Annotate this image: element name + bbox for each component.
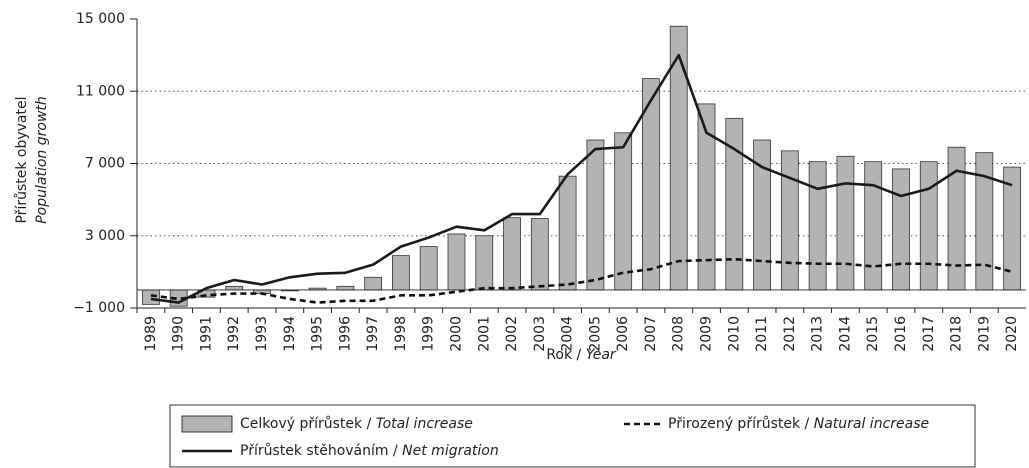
x-tick-label: 2015 — [865, 316, 881, 352]
x-axis-label-cz: Rok — [546, 347, 573, 363]
bar — [892, 168, 910, 291]
bar — [530, 218, 549, 291]
x-axis-label-en: Year — [586, 347, 617, 363]
x-tick-label: 1999 — [421, 316, 437, 352]
x-tick-label: 2020 — [1004, 316, 1020, 352]
x-tick-label: 1990 — [171, 316, 187, 352]
legend-label-cz: Přirozený přírůstek / — [668, 416, 814, 432]
bar — [975, 152, 994, 291]
y-axis-label-en: Population growth — [34, 96, 50, 224]
x-tick-label: 2004 — [560, 316, 576, 352]
bar — [919, 161, 938, 291]
bar — [447, 233, 466, 291]
x-tick-label: 1992 — [226, 316, 242, 352]
x-tick-label: 1994 — [282, 316, 298, 352]
legend-box — [169, 404, 976, 468]
x-tick-label: 2010 — [726, 316, 742, 352]
dashed-line — [150, 257, 1013, 304]
legend-label-en: Total increase — [376, 416, 473, 432]
x-tick-label: 1997 — [365, 316, 381, 352]
x-tick-label: 2019 — [976, 316, 992, 352]
x-tick-label: 2018 — [949, 316, 965, 352]
x-tick-label: 2006 — [615, 316, 631, 352]
bar — [392, 255, 410, 291]
x-tick-label: 1991 — [198, 316, 214, 352]
bar — [586, 139, 605, 291]
y-axis-label: Přírůstek obyvatel — [14, 96, 30, 223]
x-tick-label: 2017 — [921, 316, 937, 352]
bar — [947, 146, 966, 291]
x-tick-label: 2003 — [532, 316, 548, 352]
y-tick-label: 3 000 — [85, 228, 125, 244]
x-tick-label: 2007 — [643, 316, 659, 352]
x-tick-label: 2000 — [448, 316, 464, 352]
bar — [836, 155, 855, 291]
legend-label: Přírůstek stěhováním / Net migration — [240, 443, 499, 459]
x-tick-label: 2013 — [810, 316, 826, 352]
y-tick-label: 11 000 — [76, 83, 125, 99]
legend-label: Celkový přírůstek / Total increase — [240, 416, 473, 432]
x-tick-label: 2008 — [671, 316, 687, 352]
bar — [614, 132, 633, 291]
legend-label-en: Natural increase — [814, 416, 929, 432]
bar — [780, 150, 799, 291]
x-tick-label: 1993 — [254, 316, 270, 352]
x-tick-label: 2014 — [837, 316, 853, 352]
bar — [503, 217, 521, 291]
x-tick-label: 2016 — [893, 316, 909, 352]
y-tick-label: 15 000 — [76, 11, 125, 27]
x-axis-label-sep: / — [572, 347, 586, 363]
x-tick-label: 2005 — [587, 316, 603, 352]
bar — [808, 161, 827, 291]
x-tick-label: 1995 — [310, 316, 326, 352]
bar — [141, 289, 160, 305]
x-tick-label: 2001 — [476, 316, 492, 352]
x-tick-label: 2002 — [504, 316, 520, 352]
x-tick-label: 2009 — [699, 316, 715, 352]
x-axis-label: Rok / Year — [546, 347, 617, 363]
x-tick-label: 1989 — [143, 316, 159, 352]
bar — [558, 175, 577, 291]
legend-swatch — [181, 415, 233, 433]
bar — [364, 276, 383, 291]
y-tick-label: 7 000 — [85, 156, 125, 172]
bar — [864, 161, 883, 291]
bar — [419, 246, 438, 291]
legend-label: Přirozený přírůstek / Natural increase — [668, 416, 929, 432]
line — [150, 53, 1013, 304]
legend-label-cz: Přírůstek stěhováním / — [240, 443, 402, 459]
x-tick-label: 2012 — [782, 316, 798, 352]
x-tick-label: 1996 — [337, 316, 353, 352]
y-tick-label: −1 000 — [73, 300, 125, 316]
x-tick-label: 1998 — [393, 316, 409, 352]
x-tick-label: 2011 — [754, 316, 770, 352]
legend-label-cz: Celkový přírůstek / — [240, 416, 376, 432]
bar — [225, 285, 244, 291]
bar — [336, 285, 355, 291]
bar — [475, 235, 494, 291]
legend-label-en: Net migration — [402, 443, 499, 459]
